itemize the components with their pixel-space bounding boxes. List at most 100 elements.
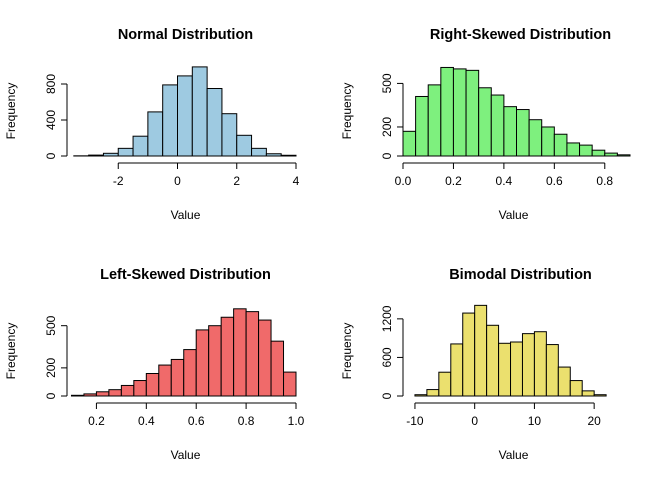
- histogram-bar: [283, 371, 297, 397]
- y-tick-label: 200: [380, 117, 394, 137]
- histogram-bar: [70, 394, 85, 397]
- x-tick-label: 0.8: [596, 174, 613, 188]
- histogram-bar: [503, 106, 518, 157]
- histogram-bar: [462, 312, 476, 397]
- histogram-bar: [440, 66, 454, 157]
- histogram-bar: [426, 389, 440, 397]
- x-tick-label: 20: [587, 414, 601, 428]
- histogram-bar: [177, 75, 193, 157]
- histogram-bar: [170, 358, 185, 397]
- histogram-bar: [191, 66, 208, 157]
- histogram-bar: [221, 113, 238, 157]
- histogram-bar: [280, 154, 297, 157]
- histogram-bar: [117, 147, 134, 157]
- x-tick-label: -10: [406, 414, 424, 428]
- histogram-bar: [108, 389, 122, 397]
- histogram-bar: [478, 87, 492, 157]
- x-axis-label: Value: [171, 448, 201, 462]
- y-tick-label: 0: [380, 152, 394, 159]
- histogram-bar: [265, 153, 282, 157]
- histogram-bar: [553, 133, 568, 157]
- y-tick-label: 0: [380, 392, 394, 399]
- y-axis-label: Frequency: [340, 323, 354, 380]
- histogram-bar: [438, 371, 452, 397]
- panel-2: Right-Skewed Distribution 0.0 0.2 0.4 0.6 0.8…: [340, 27, 631, 222]
- histogram-bar: [120, 384, 135, 397]
- y-tick-label: 500: [44, 315, 58, 335]
- histogram-bar: [88, 154, 104, 157]
- chart-title: Bimodal Distribution: [449, 267, 592, 283]
- histogram-bar: [414, 394, 428, 397]
- histogram-bar: [545, 344, 559, 397]
- x-tick-label: -2: [113, 174, 124, 188]
- x-axis-label: Value: [499, 448, 529, 462]
- histogram-bar: [415, 95, 429, 157]
- y-axis-label: Frequency: [4, 83, 18, 140]
- histogram-bar: [521, 333, 535, 397]
- histogram-bar: [183, 349, 197, 397]
- histogram-bar: [195, 329, 210, 397]
- x-tick-label: 2: [233, 174, 240, 188]
- x-tick-label: 0.6: [188, 414, 205, 428]
- histogram-bar: [95, 391, 110, 397]
- histogram-bar: [206, 88, 223, 157]
- x-tick-label: 0.2: [88, 414, 105, 428]
- histogram-bar: [450, 343, 464, 397]
- y-tick-label: 200: [44, 358, 58, 378]
- histogram-bar: [258, 319, 272, 397]
- chart-title: Left-Skewed Distribution: [100, 267, 271, 283]
- histogram-bar: [498, 342, 512, 397]
- x-tick-label: 0.4: [138, 414, 155, 428]
- y-tick-label: 0: [44, 392, 58, 399]
- y-tick-label: 0: [44, 152, 58, 159]
- x-tick-label: 4: [293, 174, 300, 188]
- histogram-bar: [569, 380, 583, 397]
- histogram-bar: [220, 316, 235, 397]
- x-tick-label: 10: [528, 414, 542, 428]
- histogram-bar: [245, 311, 260, 397]
- histogram-bar: [145, 373, 160, 397]
- x-tick-label: 0.2: [445, 174, 462, 188]
- x-axis-label: Value: [499, 208, 529, 222]
- chart-title: Normal Distribution: [118, 27, 253, 43]
- x-tick-label: 0: [471, 414, 478, 428]
- y-tick-label: 500: [380, 73, 394, 93]
- histogram-bar: [541, 126, 555, 157]
- panel-4: Bimodal Distribution -10 0 10 20 0 600 1200 Valu…: [340, 267, 607, 462]
- histogram-bar: [528, 119, 543, 157]
- histogram-bar: [102, 152, 119, 157]
- histogram-bar: [465, 69, 480, 157]
- histogram-bar: [474, 304, 488, 397]
- y-axis-label: Frequency: [4, 323, 18, 380]
- histogram-bar: [604, 152, 618, 157]
- histogram-bar: [486, 324, 500, 397]
- histogram-bar: [233, 308, 247, 397]
- histogram-bar: [147, 111, 164, 157]
- histogram-bar: [557, 366, 571, 397]
- panel-3: Left-Skewed Distribution 0.2 0.4 0.6 0.8 1.0 0…: [4, 267, 305, 462]
- histogram-bar: [133, 380, 147, 397]
- histogram-bar: [490, 94, 505, 157]
- histogram-bar: [132, 135, 149, 157]
- histogram-bar: [402, 130, 417, 157]
- y-axis-label: Frequency: [340, 83, 354, 140]
- x-tick-label: 0.0: [395, 174, 412, 188]
- histogram-bar: [158, 364, 172, 397]
- histogram-bar: [270, 340, 285, 397]
- histogram-bar: [162, 84, 179, 157]
- histogram-bar: [208, 325, 222, 397]
- histogram-bar: [510, 341, 523, 397]
- y-tick-label: 1200: [380, 305, 394, 332]
- x-tick-label: 0.8: [238, 414, 255, 428]
- histogram-bar: [616, 154, 631, 157]
- histogram-bar: [236, 134, 253, 157]
- histogram-bar: [591, 149, 606, 157]
- histogram-bar: [593, 394, 607, 397]
- y-tick-label: 600: [380, 347, 394, 367]
- histogram-bar: [251, 147, 267, 157]
- histogram-bar: [566, 142, 581, 157]
- chart-title: Right-Skewed Distribution: [430, 27, 611, 43]
- x-tick-label: 1.0: [288, 414, 305, 428]
